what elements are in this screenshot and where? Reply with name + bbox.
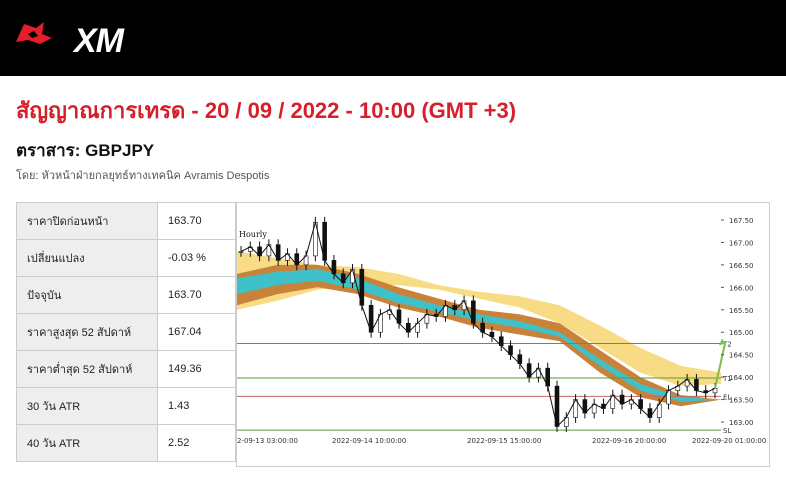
stat-value: 1.43 — [157, 387, 236, 425]
stat-label: เปลี่ยนแปลง — [16, 239, 158, 277]
y-tick-label: 165.00 — [729, 329, 754, 337]
stat-value: 149.36 — [157, 350, 236, 388]
table-row: 30 วัน ATR 1.43 — [16, 387, 236, 425]
instrument-heading: ตราสาร: GBPJPY — [16, 141, 155, 160]
level-label-sl: SL — [723, 427, 731, 435]
chart-title: Hourly — [239, 230, 267, 239]
price-chart[interactable]: T2 T1 EL SL 167.50 167.00 166.50 166.00 165.50 16… — [236, 202, 770, 467]
table-row: ปัจจุบัน 163.70 — [16, 276, 236, 314]
stat-label: 40 วัน ATR — [16, 424, 158, 462]
top-bar: XM — [0, 0, 786, 76]
table-row: 40 วัน ATR 2.52 — [16, 424, 236, 462]
x-tick-label: 2022-09-14 10:00:00 — [332, 437, 406, 445]
stat-value: 163.70 — [157, 202, 236, 240]
stat-value: 167.04 — [157, 313, 236, 351]
page-title: สัญญาณการเทรด - 20 / 09 / 2022 - 10:00 (… — [16, 98, 517, 123]
y-tick-label: 164.00 — [729, 374, 754, 382]
y-tick-label: 164.50 — [729, 352, 754, 360]
xm-logo[interactable]: XM — [14, 14, 134, 60]
band-inner — [237, 269, 721, 402]
y-tick-label: 163.00 — [729, 419, 754, 427]
x-tick-label: 2022-09-20 01:00:00 — [692, 437, 766, 445]
x-tick-label: 2022-09-16 20:00:00 — [592, 437, 666, 445]
level-label-el: EL — [723, 393, 731, 401]
stats-table: ราคาปิดก่อนหน้า 163.70 เปลี่ยนแปลง -0.03 %… — [16, 202, 236, 462]
stat-value: 2.52 — [157, 424, 236, 462]
candle-body — [238, 251, 244, 253]
projection-arrow — [714, 343, 726, 389]
brand-wordmark: XM — [74, 22, 124, 60]
x-tick-label: 2022-09-15 15:00:00 — [467, 437, 541, 445]
y-tick-label: 167.00 — [729, 239, 754, 247]
y-tick-label: 166.00 — [729, 284, 754, 292]
level-label-t1: T1 — [722, 375, 732, 383]
projection-arrow-head — [719, 338, 725, 346]
stat-label: ราคาต่ำสุด 52 สัปดาห์ — [16, 350, 158, 388]
y-tick-label: 165.50 — [729, 307, 754, 315]
level-label-t2: T2 — [722, 340, 732, 348]
table-row: ราคาปิดก่อนหน้า 163.70 — [16, 202, 236, 240]
table-row: ราคาต่ำสุด 52 สัปดาห์ 149.36 — [16, 350, 236, 388]
x-tick-label: 2-09-13 03:00:00 — [237, 437, 298, 445]
table-row: เปลี่ยนแปลง -0.03 % — [16, 239, 236, 277]
xm-logo-icon — [16, 22, 52, 44]
stat-label: ราคาปิดก่อนหน้า — [16, 202, 158, 240]
stat-value: 163.70 — [157, 276, 236, 314]
y-tick-label: 167.50 — [729, 217, 754, 225]
band-middle — [237, 264, 721, 407]
author-byline: โดย: หัวหน้าฝ่ายกลยุทธ์ทางเทคนิค Avramis… — [16, 170, 270, 182]
y-tick-label: 166.50 — [729, 262, 754, 270]
table-row: ราคาสูงสุด 52 สัปดาห์ 167.04 — [16, 313, 236, 351]
stat-label: 30 วัน ATR — [16, 387, 158, 425]
y-tick-label: 163.50 — [729, 397, 754, 405]
chart-svg: T2 T1 EL SL 167.50 167.00 166.50 166.00 165.50 16… — [237, 216, 766, 445]
stat-label: ปัจจุบัน — [16, 276, 158, 314]
price-line — [240, 220, 716, 428]
stat-value: -0.03 % — [157, 239, 236, 277]
stat-label: ราคาสูงสุด 52 สัปดาห์ — [16, 313, 158, 351]
